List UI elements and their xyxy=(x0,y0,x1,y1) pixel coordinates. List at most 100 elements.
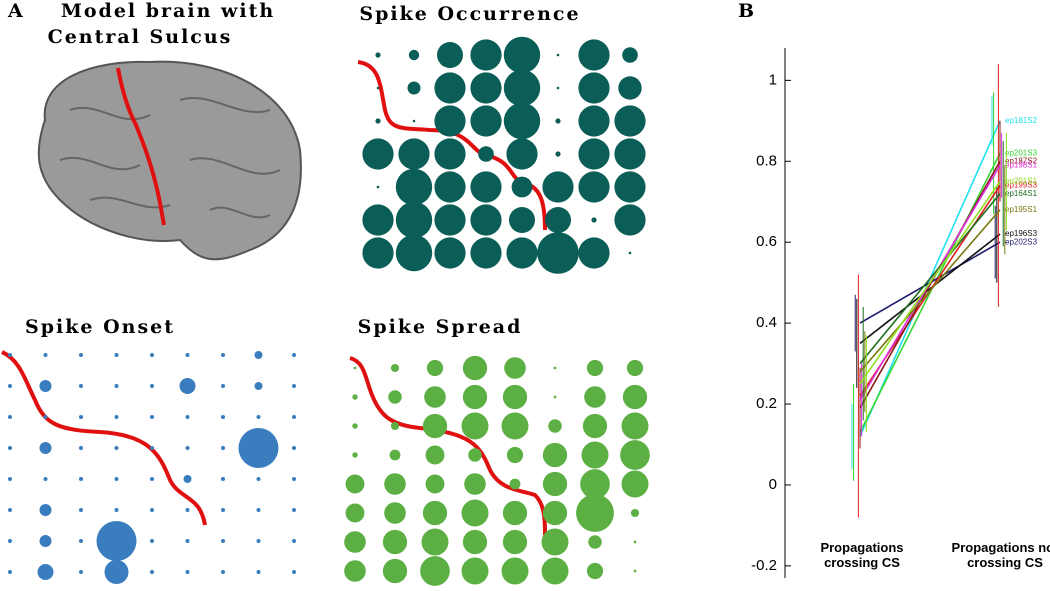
bubble xyxy=(630,508,640,518)
bubble xyxy=(375,118,381,124)
series-label: ep187S2 xyxy=(1005,156,1038,165)
series-label: ep181S2 xyxy=(1005,116,1038,125)
bubble xyxy=(504,357,526,379)
bubble xyxy=(221,539,225,543)
y-tick-label: 0.8 xyxy=(756,152,777,169)
bubble xyxy=(470,171,502,203)
bubble xyxy=(537,232,579,274)
bubble xyxy=(353,366,357,370)
bubble xyxy=(221,353,225,357)
chart-title: Spike Onset xyxy=(25,316,175,338)
bubble xyxy=(542,171,574,203)
bubble xyxy=(470,105,502,137)
bubble xyxy=(506,237,538,269)
bubble xyxy=(622,47,638,63)
bubble xyxy=(382,558,408,584)
bubble xyxy=(39,380,52,392)
bubble xyxy=(588,535,602,549)
bubble xyxy=(344,531,366,553)
bubble xyxy=(256,508,261,512)
bubble xyxy=(478,146,494,162)
y-tick-label: 0.2 xyxy=(756,395,777,412)
bubble xyxy=(79,570,83,574)
bubble xyxy=(434,171,466,203)
brain-title: Model brain with xyxy=(61,0,275,22)
bubble xyxy=(541,528,569,556)
bubble xyxy=(8,539,12,543)
bubble xyxy=(352,423,358,429)
bubble xyxy=(395,234,433,272)
bubble xyxy=(221,446,225,450)
bubble xyxy=(578,237,610,269)
bubble xyxy=(578,39,610,71)
bubble xyxy=(621,470,649,498)
bubble xyxy=(614,138,646,170)
chart-title: Spike Occurrence xyxy=(359,3,580,25)
bubble xyxy=(79,384,83,388)
bubble xyxy=(628,251,632,255)
bubble xyxy=(633,569,637,573)
x-category-label: Propagations not crossing CS xyxy=(951,540,1050,570)
bubble xyxy=(79,353,83,357)
bubble xyxy=(424,386,446,408)
bubble xyxy=(506,446,524,464)
bubble xyxy=(8,570,12,574)
bubble xyxy=(185,446,190,450)
bubble xyxy=(375,52,381,58)
bubble xyxy=(150,508,154,512)
bubble xyxy=(506,138,538,170)
bubble xyxy=(185,415,190,419)
bubble xyxy=(470,204,502,236)
bubble xyxy=(292,508,296,512)
bubble xyxy=(462,384,488,410)
bubble xyxy=(8,384,12,388)
bubble xyxy=(254,351,263,359)
bubble xyxy=(37,564,54,580)
bubble xyxy=(185,570,190,574)
bubble xyxy=(150,415,154,419)
central-sulcus xyxy=(349,356,547,536)
bubble xyxy=(292,446,296,450)
bubble xyxy=(434,105,466,137)
y-tick-label: -0.2 xyxy=(751,557,777,574)
bubble xyxy=(556,53,560,57)
y-tick-label: 0.4 xyxy=(756,314,777,331)
bubble xyxy=(150,570,154,574)
bubble xyxy=(389,449,401,461)
bubble xyxy=(398,138,430,170)
bubble xyxy=(461,499,489,527)
panel-label: B xyxy=(738,0,756,22)
bubble xyxy=(464,473,486,495)
bubble xyxy=(622,384,648,410)
bubble xyxy=(426,359,444,377)
bubble xyxy=(555,151,561,157)
bubble xyxy=(633,540,637,544)
bubble xyxy=(542,442,568,468)
bubble xyxy=(43,415,48,419)
bubble xyxy=(292,570,296,574)
bubble xyxy=(502,529,528,555)
bubble xyxy=(511,176,533,198)
bubble xyxy=(503,36,541,74)
bubble xyxy=(422,500,448,526)
bubble xyxy=(185,508,190,512)
bubble xyxy=(618,76,642,100)
bubble xyxy=(43,353,48,357)
bubble xyxy=(43,477,48,481)
series-label: ep196S3 xyxy=(1005,229,1038,238)
bubble xyxy=(221,415,225,419)
bubble xyxy=(434,204,466,236)
bubble xyxy=(150,446,154,450)
bubble xyxy=(382,529,408,555)
bubble xyxy=(502,500,528,526)
bubble xyxy=(470,39,502,71)
series-label: ep195S1 xyxy=(1005,205,1038,214)
bubble xyxy=(221,570,225,574)
bubble xyxy=(390,363,400,373)
bubble xyxy=(8,508,12,512)
bubble xyxy=(256,477,261,481)
bubble xyxy=(461,557,489,585)
bubble xyxy=(578,138,610,170)
